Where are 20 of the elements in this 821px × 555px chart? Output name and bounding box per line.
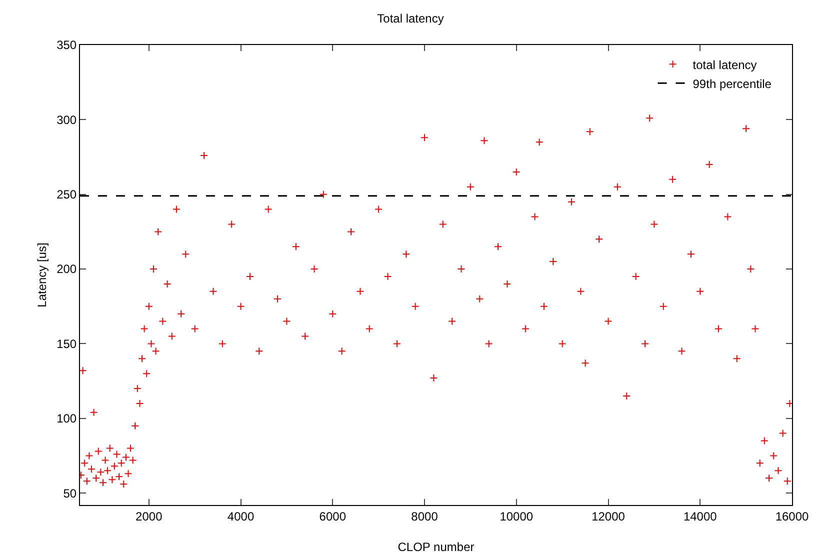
y-tick-label: 50 <box>63 486 77 500</box>
x-tick-label: 4000 <box>227 509 254 524</box>
x-axis-title: CLOP number <box>398 540 474 554</box>
x-tick-label: 8000 <box>411 509 438 524</box>
x-tick-label: 14000 <box>683 509 718 524</box>
x-tick-label: 12000 <box>592 509 626 524</box>
x-tick-label: 6000 <box>319 509 346 524</box>
y-axis-title: Latency [us] <box>35 242 49 308</box>
chart-title: Total latency <box>377 11 444 26</box>
x-tick-label: 10000 <box>500 509 534 524</box>
x-tick-label: 16000 <box>775 509 810 524</box>
legend-label: 99th percentile <box>692 76 772 91</box>
legend-label: total latency <box>692 58 757 72</box>
y-tick-label: 350 <box>56 38 77 52</box>
y-tick-label: 200 <box>56 262 77 276</box>
y-tick-label: 250 <box>56 188 77 202</box>
y-tick-label: 150 <box>56 336 77 351</box>
x-tick-label: 2000 <box>136 509 163 524</box>
y-tick-label: 100 <box>56 412 77 426</box>
y-tick-label: 300 <box>56 112 77 127</box>
